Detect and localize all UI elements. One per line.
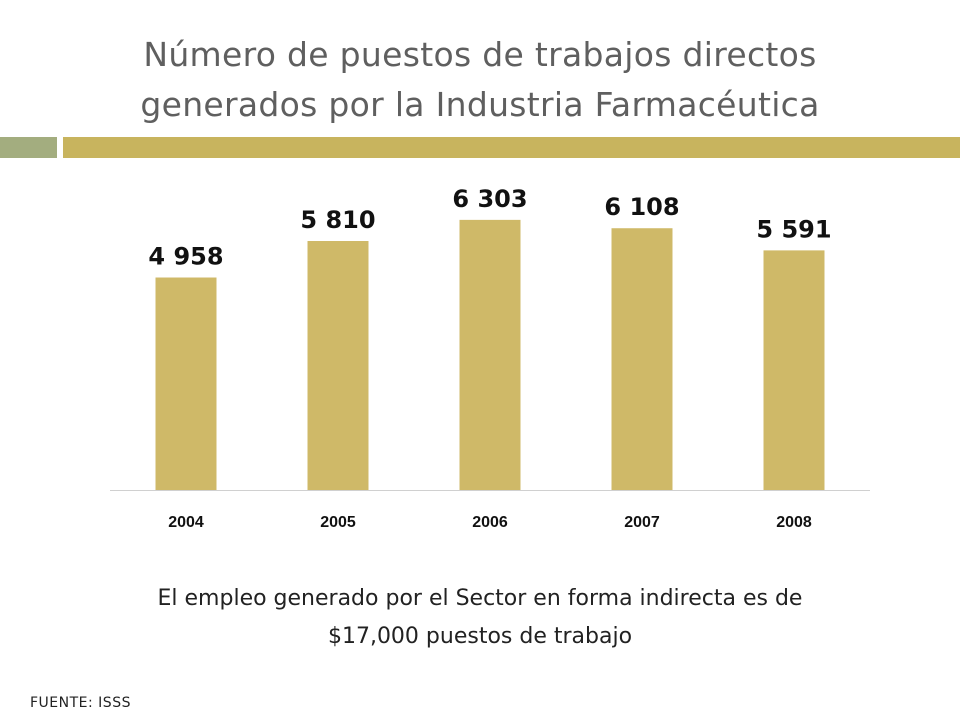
title-line-1: Número de puestos de trabajos directos bbox=[143, 35, 817, 74]
title-line-2: generados por la Industria Farmacéutica bbox=[140, 85, 820, 124]
note-line-1: El empleo generado por el Sector en form… bbox=[157, 586, 803, 611]
bar-2005 bbox=[307, 241, 369, 490]
x-tick-label-2008: 2008 bbox=[776, 514, 812, 531]
x-tick-label-2007: 2007 bbox=[624, 514, 660, 531]
bar-2008 bbox=[763, 250, 825, 490]
x-tick-label-2004: 2004 bbox=[168, 514, 204, 531]
data-label-2004: 4 958 bbox=[148, 243, 223, 271]
bar-2004 bbox=[155, 277, 217, 490]
title-rule-left bbox=[0, 137, 57, 158]
data-label-2005: 5 810 bbox=[300, 206, 375, 234]
title-rule-right bbox=[63, 137, 960, 158]
bar-2006 bbox=[459, 219, 521, 490]
data-label-2008: 5 591 bbox=[756, 215, 831, 243]
note-line-2: $17,000 puestos de trabajo bbox=[327, 624, 633, 649]
data-label-2007: 6 108 bbox=[604, 193, 679, 221]
indirect-employment-note: El empleo generado por el Sector en form… bbox=[60, 580, 900, 656]
x-tick-label-2006: 2006 bbox=[472, 514, 508, 531]
data-label-2006: 6 303 bbox=[452, 185, 527, 213]
page-title: Número de puestos de trabajos directos g… bbox=[40, 30, 920, 130]
bar-2007 bbox=[611, 228, 673, 490]
x-tick-label-2005: 2005 bbox=[320, 514, 356, 531]
source-label: FUENTE: ISSS bbox=[30, 695, 131, 711]
